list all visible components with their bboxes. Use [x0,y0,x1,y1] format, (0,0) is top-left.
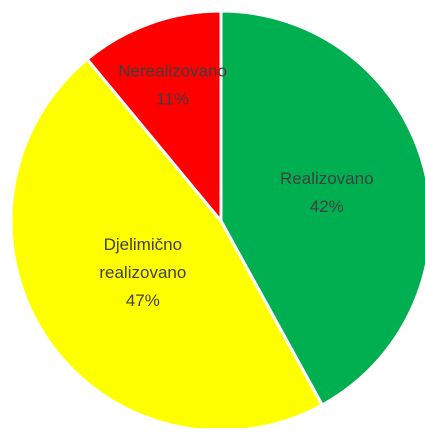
slice-category-label: Realizovano [280,169,374,188]
data-label-2: Nerealizovano 11% [118,62,227,109]
data-label-1: Djelimično realizovano 47% [99,236,186,311]
slices-layer [9,9,425,433]
slice-value-label: 47% [126,292,160,311]
slice-category-label: Djelimično [104,236,182,255]
slice-category-label: Nerealizovano [118,62,227,81]
labels-layer: Realizovano 42% Djelimično realizovano 47% Ne… [99,62,373,310]
data-label-0: Realizovano 42% [280,169,374,216]
slice-value-label: 11% [156,90,189,109]
slice-value-label: 42% [310,197,344,216]
pie-slice-2 [85,9,223,223]
pie-slice-0 [219,9,425,407]
slice-category-label: realizovano [99,264,186,283]
